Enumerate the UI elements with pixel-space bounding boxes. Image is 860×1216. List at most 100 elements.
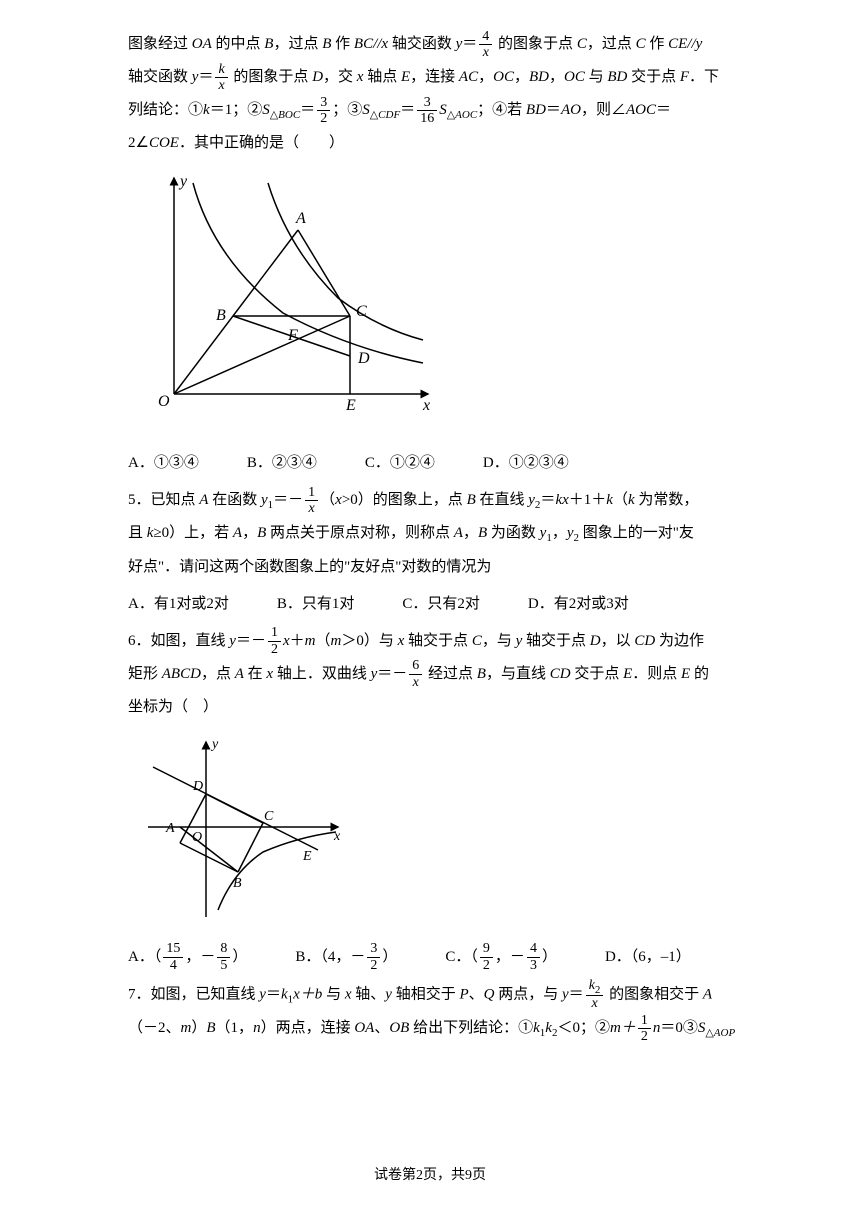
- text: ，连接: [410, 69, 459, 85]
- text: ＝－: [273, 492, 303, 508]
- text: （: [316, 633, 331, 649]
- var-m: m: [305, 633, 316, 649]
- text: ≥0）上，若: [153, 525, 232, 541]
- var-P: P: [459, 986, 468, 1002]
- q5-line2: 且 k≥0）上，若 A，B 两点关于原点对称，则称点 A，B 为函数 y1，y2…: [128, 517, 740, 550]
- var-D: D: [312, 69, 323, 85]
- var-OA: OA: [354, 1020, 374, 1036]
- var-m: m: [331, 633, 342, 649]
- text: 作: [331, 36, 354, 52]
- page-footer: 试卷第2页，共9页: [0, 1161, 860, 1192]
- var-BD: BD: [526, 102, 546, 118]
- text: 与: [322, 986, 345, 1002]
- option-d: D．①②③④: [483, 447, 569, 480]
- text: 矩形: [128, 666, 162, 682]
- var-B: B: [478, 525, 487, 541]
- var-B: B: [322, 36, 331, 52]
- text: 轴交函数: [388, 36, 456, 52]
- option-d: D．（6，–1）: [605, 941, 691, 974]
- var-m: m: [181, 1020, 192, 1036]
- var-B: B: [467, 492, 476, 508]
- text: 如图，直线: [151, 633, 230, 649]
- text: 轴、: [352, 986, 386, 1002]
- text: ＝1；②: [210, 102, 263, 118]
- text: （1，: [216, 1020, 254, 1036]
- option-b: B．（4，－32）: [295, 941, 397, 974]
- text: ＝－: [236, 633, 266, 649]
- text: ；④若: [477, 102, 526, 118]
- var-y: y: [229, 633, 236, 649]
- option-d: D．有2对或3对: [528, 588, 629, 621]
- fraction-k2-x: k2x: [586, 978, 604, 1012]
- var-k: k: [203, 102, 210, 118]
- var-A: A: [233, 525, 242, 541]
- option-c: C．①②④: [365, 447, 435, 480]
- var-k: k: [606, 492, 613, 508]
- text: 2∠: [128, 135, 149, 151]
- var-OB: OB: [389, 1020, 409, 1036]
- var-C: C: [577, 36, 587, 52]
- text: 的图象于点: [230, 69, 313, 85]
- var-E: E: [623, 666, 632, 682]
- q5-options: A．有1对或2对 B．只有1对 C．只有2对 D．有2对或3对: [128, 588, 740, 621]
- text: ．其中正确的是（ ）: [179, 135, 344, 151]
- text: （－2、: [128, 1020, 181, 1036]
- text: ＜0；②: [557, 1020, 610, 1036]
- fraction-1-2: 12: [638, 1013, 651, 1045]
- text: ；③: [332, 102, 362, 118]
- var-y: y: [192, 69, 199, 85]
- text: ＋1＋: [569, 492, 607, 508]
- svg-text:x: x: [422, 397, 430, 414]
- var-C: C: [472, 633, 482, 649]
- q5-line3: 好点"．请问这两个函数图象上的"友好点"对数的情况为: [128, 551, 740, 584]
- fraction-1-x: 1x: [305, 485, 318, 517]
- var-k2: k: [545, 1020, 552, 1036]
- text: 在直线: [476, 492, 529, 508]
- text: ＞0）与: [341, 633, 397, 649]
- var-y2: y: [528, 492, 535, 508]
- svg-text:F: F: [287, 327, 298, 344]
- text: ，: [514, 69, 529, 85]
- text: ，与: [482, 633, 516, 649]
- var-OC: OC: [564, 69, 585, 85]
- text: ＝: [656, 102, 671, 118]
- fraction-k-x: kx: [215, 62, 227, 94]
- q6-line3: 坐标为（ ）: [128, 691, 740, 724]
- svg-text:E: E: [345, 397, 356, 414]
- text: 轴上．双曲线: [273, 666, 371, 682]
- text: ＝: [300, 102, 315, 118]
- var-BD: BD: [529, 69, 549, 85]
- svg-text:C: C: [264, 809, 274, 824]
- question-number: 5．: [128, 492, 151, 508]
- text: 在函数: [208, 492, 261, 508]
- text: ，: [552, 525, 567, 541]
- text: >0）的图象上，点: [342, 492, 467, 508]
- option-a: A．有1对或2对: [128, 588, 229, 621]
- text: 轴点: [363, 69, 401, 85]
- svg-text:D: D: [192, 779, 203, 794]
- q6-line1: 6．如图，直线 y＝－12x＋m（m＞0）与 x 轴交于点 C，与 y 轴交于点…: [128, 625, 740, 658]
- svg-text:x: x: [333, 829, 341, 844]
- var-BOC: BOC: [278, 109, 300, 121]
- text: （: [320, 492, 335, 508]
- text: 为函数: [487, 525, 540, 541]
- text: ，交: [323, 69, 357, 85]
- var-x: x: [283, 633, 290, 649]
- text: 经过点: [424, 666, 477, 682]
- var-CD: CD: [634, 633, 655, 649]
- text: 轴交于点: [404, 633, 472, 649]
- var-BC: BC: [354, 36, 373, 52]
- var-AOP: AOP: [714, 1027, 735, 1039]
- option-b: B．只有1对: [277, 588, 355, 621]
- text: ．则点: [632, 666, 681, 682]
- text: ）两点，连接: [261, 1020, 355, 1036]
- fraction-1-2: 12: [268, 625, 281, 657]
- text: ，: [549, 69, 564, 85]
- var-E: E: [401, 69, 410, 85]
- text: ，点: [201, 666, 235, 682]
- text: ，: [463, 525, 478, 541]
- q4-continuation-line2: 轴交函数 y＝kx 的图象于点 D，交 x 轴点 E，连接 AC，OC，BD，O…: [128, 61, 740, 94]
- fraction-4-x: 4x: [479, 29, 492, 61]
- svg-text:y: y: [178, 173, 188, 190]
- text: 为常数，: [635, 492, 699, 508]
